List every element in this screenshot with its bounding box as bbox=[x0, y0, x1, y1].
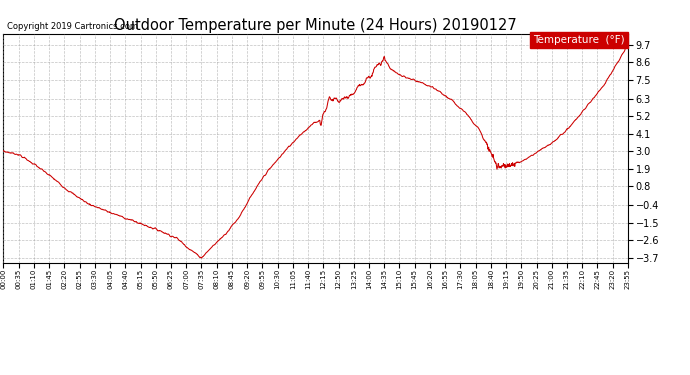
Title: Outdoor Temperature per Minute (24 Hours) 20190127: Outdoor Temperature per Minute (24 Hours… bbox=[115, 18, 517, 33]
Text: Copyright 2019 Cartronics.com: Copyright 2019 Cartronics.com bbox=[7, 22, 137, 32]
Text: Temperature  (°F): Temperature (°F) bbox=[533, 35, 624, 45]
